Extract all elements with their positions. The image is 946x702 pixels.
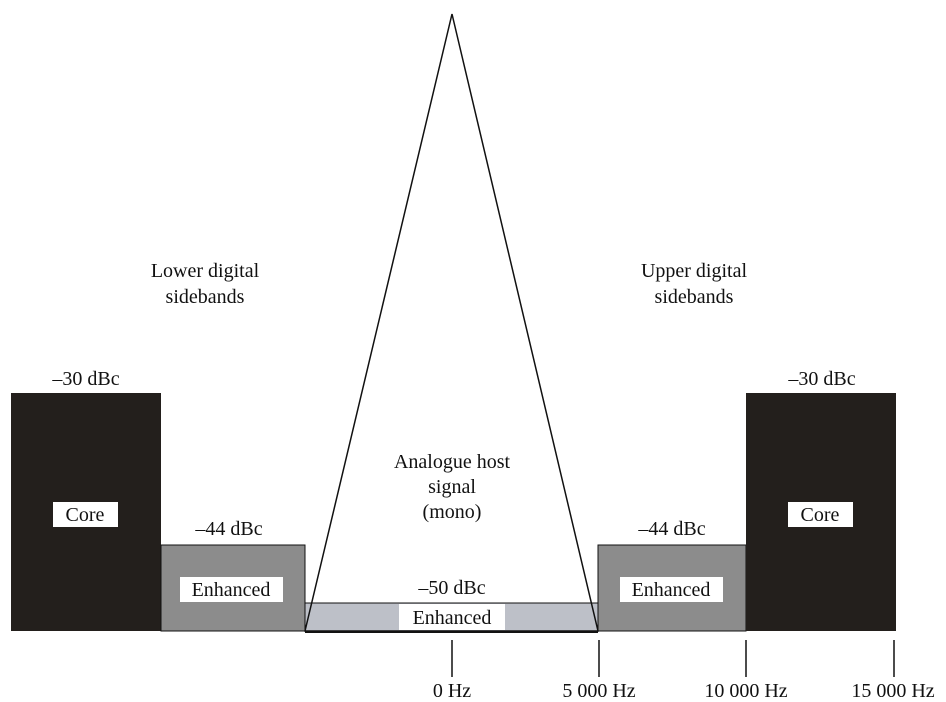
upper-sidebands-title-line2: sidebands: [655, 286, 734, 308]
upper-core-label-box: [788, 502, 853, 527]
center-enhanced-label: Enhanced: [413, 607, 492, 629]
center-level: –50 dBc: [417, 577, 485, 599]
analogue-host-line2: signal: [428, 476, 476, 498]
analogue-host-line3: (mono): [423, 501, 482, 523]
lower-sidebands-title-line2: sidebands: [166, 286, 245, 308]
tick-label-10000hz: 10 000 Hz: [704, 680, 787, 702]
analogue-host-line1: Analogue host: [394, 451, 511, 473]
upper-enhanced-label: Enhanced: [632, 579, 711, 601]
lower-enhanced-level: –44 dBc: [194, 518, 262, 540]
lower-core-level: –30 dBc: [51, 368, 119, 390]
lower-enhanced-label-box: [180, 577, 283, 602]
upper-core-level: –30 dBc: [787, 368, 855, 390]
upper-enhanced-level: –44 dBc: [637, 518, 705, 540]
lower-enhanced-label: Enhanced: [192, 579, 271, 601]
lower-core-label-box: [53, 502, 118, 527]
analogue-host-triangle: [304, 13, 599, 632]
lower-sidebands-title-line1: Lower digital: [151, 260, 260, 282]
tick-label-5000hz: 5 000 Hz: [562, 680, 635, 702]
tick-label-0hz: 0 Hz: [433, 680, 471, 702]
upper-core-label: Core: [801, 504, 840, 526]
upper-sidebands-title-line1: Upper digital: [641, 260, 748, 282]
tick-label-15000hz: 15 000 Hz: [851, 680, 934, 702]
lower-core-label: Core: [66, 504, 105, 526]
upper-enhanced-label-box: [620, 577, 723, 602]
center-enhanced-label-box: [399, 604, 505, 630]
